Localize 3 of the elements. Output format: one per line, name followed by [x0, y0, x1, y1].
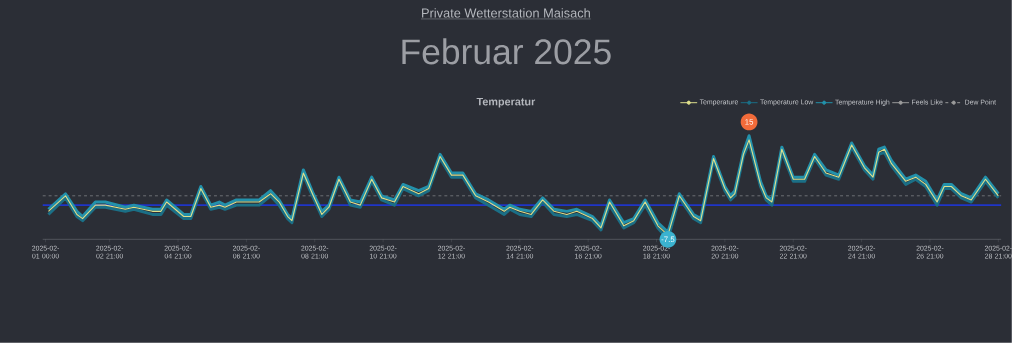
text: Februar 2025: [402, 38, 611, 65]
chart-title: Temperatur: [476, 97, 536, 108]
text: Private Wetterstation Maisach: [422, 8, 590, 18]
